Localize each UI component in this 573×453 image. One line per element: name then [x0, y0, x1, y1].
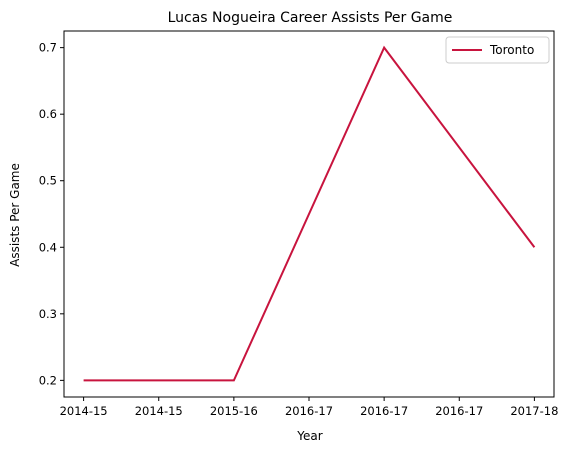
- x-tick-label: 2016-17: [360, 404, 408, 418]
- x-tick-label: 2015-16: [210, 404, 258, 418]
- y-tick-label: 0.5: [39, 174, 57, 188]
- y-tick-label: 0.4: [39, 240, 57, 254]
- legend-label: Toronto: [489, 43, 534, 57]
- x-axis-label: Year: [296, 429, 322, 443]
- legend-box: [445, 36, 550, 64]
- x-tick-label: 2014-15: [135, 404, 183, 418]
- x-tick-label: 2016-17: [435, 404, 483, 418]
- series-line-toronto: [83, 45, 536, 382]
- plot-area: 0.2 0.3 0.4 0.5 0.6 0.7 2014-15 2014-15 2015-16 2…: [39, 30, 558, 418]
- x-tick-label: 2014-15: [60, 404, 108, 418]
- y-axis-label: Assists Per Game: [8, 163, 22, 267]
- y-tick-label: 0.2: [39, 373, 57, 387]
- chart-title: Lucas Nogueira Career Assists Per Game: [168, 10, 453, 26]
- x-tick-label: 2017-18: [510, 404, 558, 418]
- y-tick-label: 0.3: [39, 307, 57, 321]
- y-tick-label: 0.7: [39, 41, 57, 55]
- x-tick-label: 2016-17: [285, 404, 333, 418]
- y-tick-label: 0.6: [39, 107, 57, 121]
